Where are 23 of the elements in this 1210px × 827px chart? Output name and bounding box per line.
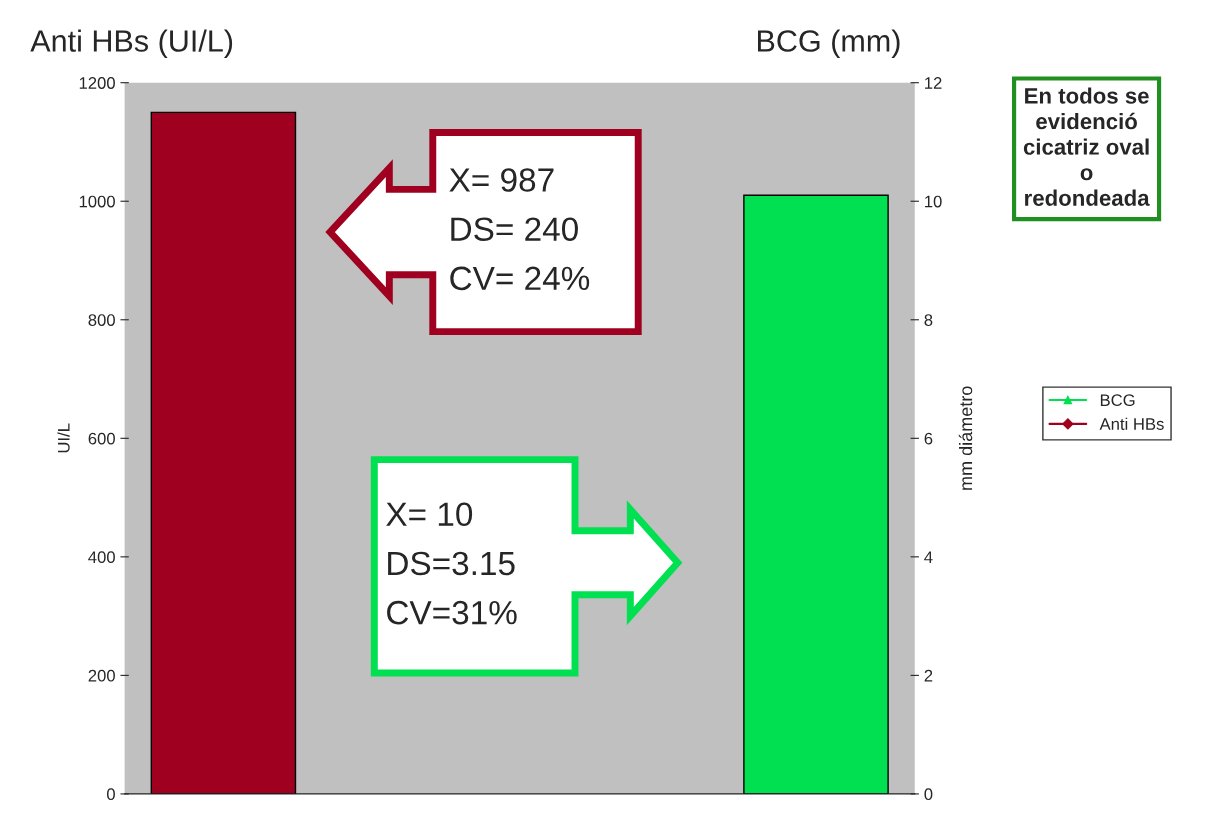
annotation: X= 987 DS= 240 CV= 24% [449, 168, 590, 291]
y-tick-label: 0 [106, 788, 115, 801]
text: En todos se evidenció cicatriz oval o redondeada [1023, 87, 1150, 206]
y-tick-label: 1000 [79, 195, 115, 208]
y-tick-label: 800 [88, 314, 115, 326]
y2-tick-label: 6 [924, 432, 933, 445]
y2-axis-title: mm diámetro [958, 386, 973, 490]
annotation: X= 10 DS=3.15 CV=31% [386, 502, 517, 625]
y2-tick-label: 0 [924, 788, 933, 801]
legend-label: Anti HBs [1099, 417, 1164, 430]
legend-label: BCG [1100, 394, 1135, 407]
y2-tick-label: 4 [924, 551, 933, 563]
y-axis-title: UI/L [57, 423, 70, 453]
y2-tick-label: 10 [925, 195, 942, 208]
y-tick-label: 600 [88, 432, 115, 445]
y-tick-label: 200 [88, 669, 115, 682]
text: Anti HBs (UI/L) [30, 29, 233, 58]
y2-tick-label: 12 [925, 77, 942, 89]
y-tick-label: 1200 [79, 77, 115, 89]
y2-tick-label: 2 [924, 669, 933, 682]
text: BCG (mm) [758, 29, 900, 58]
y2-tick-label: 8 [924, 314, 933, 326]
y-tick-label: 400 [88, 551, 115, 564]
